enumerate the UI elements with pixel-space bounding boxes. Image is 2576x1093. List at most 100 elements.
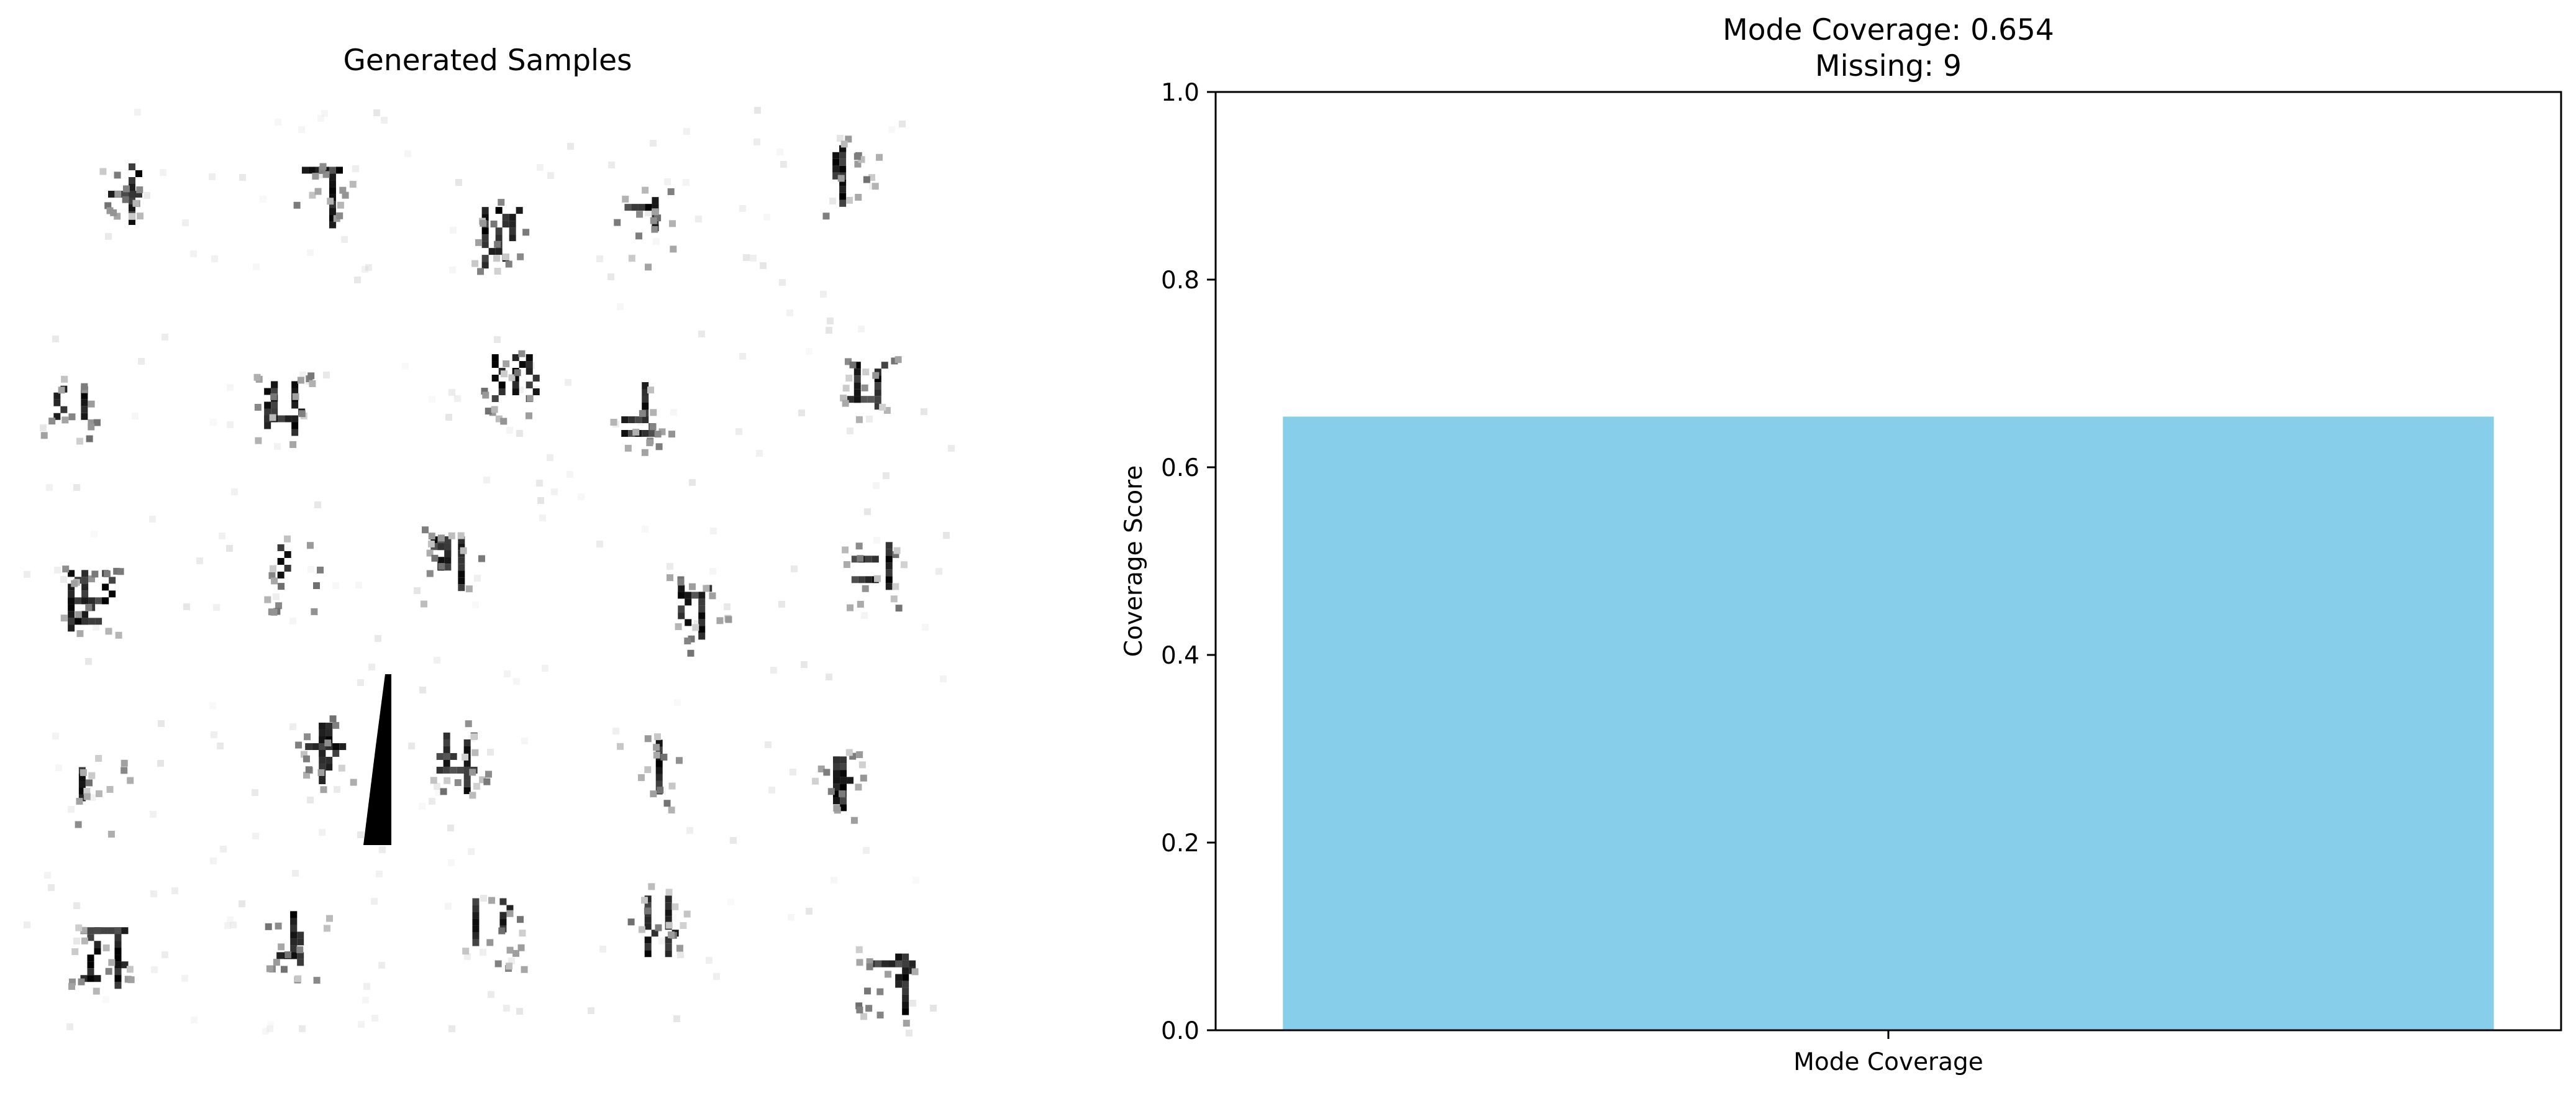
noise-pixel <box>677 951 684 958</box>
noise-pixel <box>299 372 306 378</box>
noise-pixel <box>873 482 880 489</box>
noise-pixel <box>694 620 701 627</box>
noise-pixel <box>506 427 513 434</box>
noise-pixel <box>930 1005 937 1012</box>
noise-pixel <box>182 219 189 226</box>
noise-pixel <box>209 702 216 709</box>
noise-pixel <box>791 565 798 572</box>
noise-pixel <box>448 389 455 396</box>
noise-pixel <box>224 922 231 929</box>
noise-pixel <box>770 667 777 674</box>
noise-pixel <box>85 658 92 665</box>
noise-pixel <box>334 786 340 793</box>
noise-pixel <box>861 612 868 619</box>
noise-pixel <box>776 149 783 155</box>
noise-pixel <box>730 837 737 844</box>
noise-pixel <box>508 958 515 964</box>
sample-glyph <box>840 356 902 423</box>
sample-glyph <box>293 163 357 229</box>
noise-pixel <box>134 109 141 116</box>
noise-pixel <box>429 798 435 805</box>
noise-pixel <box>358 1021 365 1028</box>
noise-pixel <box>790 769 796 775</box>
noise-pixel <box>450 227 457 234</box>
noise-pixel <box>220 846 227 853</box>
noise-pixel <box>419 803 426 810</box>
noise-pixel <box>480 895 487 902</box>
noise-pixel <box>231 488 238 495</box>
noise-pixel <box>551 488 558 495</box>
noise-pixel <box>858 326 865 332</box>
noise-pixel <box>357 679 364 686</box>
noise-pixel <box>52 733 59 739</box>
sample-glyph <box>68 924 135 995</box>
noise-pixel <box>536 480 543 487</box>
noise-pixel <box>66 1023 73 1030</box>
y-tick-label: 0.8 <box>1161 267 1199 295</box>
noise-pixel <box>381 117 388 124</box>
noise-pixel <box>780 161 787 168</box>
plot-frame <box>1214 91 2562 1031</box>
noise-pixel <box>517 386 524 393</box>
sample-glyph <box>253 372 316 448</box>
y-axis-label: Coverage Score <box>1120 465 1148 657</box>
noise-pixel <box>227 421 234 428</box>
noise-pixel <box>227 917 234 923</box>
noise-pixel <box>683 179 690 186</box>
noise-pixel <box>735 428 742 435</box>
noise-pixel <box>698 331 705 337</box>
noise-pixel <box>52 336 59 342</box>
noise-pixel <box>608 273 614 280</box>
noise-pixel <box>449 267 456 273</box>
noise-pixel <box>689 479 696 486</box>
noise-pixel <box>710 528 717 534</box>
noise-pixel <box>289 618 296 624</box>
noise-pixel <box>307 249 314 256</box>
noise-pixel <box>727 899 734 905</box>
noise-pixel <box>253 263 260 270</box>
noise-pixel <box>371 898 378 905</box>
noise-pixel <box>650 140 657 147</box>
noise-pixel <box>617 303 624 310</box>
noise-pixel <box>468 848 475 855</box>
sample-glyph <box>75 755 134 838</box>
noise-pixel <box>883 472 890 479</box>
noise-pixel <box>765 741 771 748</box>
noise-pixel <box>267 1021 274 1028</box>
noise-pixel <box>778 601 785 608</box>
noise-pixel <box>922 624 929 631</box>
noise-pixel <box>89 794 96 801</box>
noise-pixel <box>373 109 380 116</box>
sample-glyph <box>40 375 101 445</box>
y-tick-label: 0.6 <box>1161 454 1199 482</box>
noise-pixel <box>151 966 158 973</box>
noise-pixel <box>213 604 220 611</box>
noise-pixel <box>150 811 157 818</box>
noise-pixel <box>503 1005 510 1012</box>
noise-pixel <box>292 870 299 877</box>
noise-pixel <box>826 327 832 334</box>
noise-pixel <box>317 115 324 122</box>
noise-pixel <box>608 162 615 168</box>
noise-pixel <box>448 1025 455 1032</box>
noise-pixel <box>753 139 760 145</box>
noise-pixel <box>494 336 501 343</box>
noise-pixel <box>801 661 808 668</box>
noise-pixel <box>191 1017 198 1023</box>
noise-pixel <box>578 493 585 500</box>
noise-pixel <box>455 179 462 186</box>
noise-pixel <box>567 471 573 478</box>
noise-pixel <box>239 174 246 181</box>
noise-pixel <box>275 119 281 126</box>
sample-glyph <box>842 542 908 612</box>
noise-pixel <box>143 192 150 199</box>
noise-pixel <box>480 949 486 956</box>
noise-pixel <box>162 951 168 958</box>
noise-pixel <box>537 497 544 504</box>
noise-pixel <box>866 416 873 423</box>
noise-pixel <box>252 833 259 839</box>
sample-glyph <box>614 186 677 271</box>
noise-pixel <box>307 797 314 803</box>
noise-pixel <box>266 1025 273 1032</box>
noise-pixel <box>658 938 665 944</box>
